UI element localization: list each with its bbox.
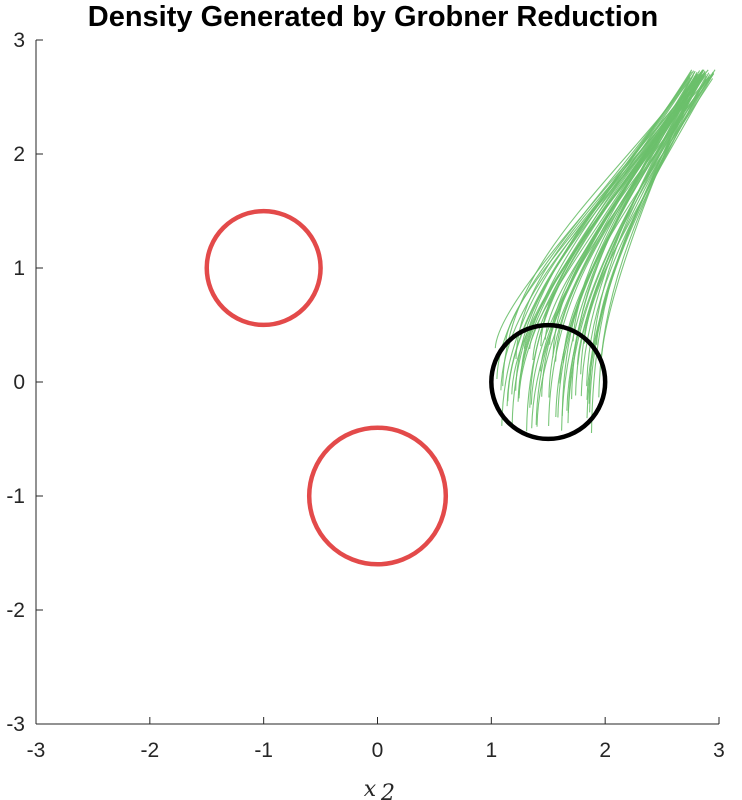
obstacle-circle	[306, 425, 449, 567]
y-tick-label: 1	[13, 257, 25, 280]
trajectory-line	[494, 74, 701, 349]
y-tick-label: 0	[13, 371, 25, 394]
trajectory-line	[588, 72, 707, 404]
trajectory-line	[549, 69, 705, 345]
x-tick-label: 0	[372, 739, 384, 762]
trajectory-line	[555, 70, 701, 362]
y-tick-label: 3	[13, 29, 25, 52]
trajectory-line	[536, 75, 696, 427]
trajectory-line	[580, 77, 698, 397]
obstacle-layer	[204, 208, 608, 567]
x-axis-label-text: x	[364, 777, 377, 800]
chart-title: Density Generated by Grobner Reduction	[88, 1, 658, 33]
trajectory-line	[561, 74, 702, 417]
x-tick-label: 1	[485, 739, 497, 762]
trajectory-line	[590, 69, 716, 434]
x-tick-label: -2	[140, 739, 159, 762]
x-axis-label: x 2	[364, 777, 395, 800]
trajectory-line	[505, 70, 695, 344]
trajectory-line	[575, 71, 714, 396]
trajectory-line	[600, 76, 698, 365]
trajectory-line	[529, 70, 696, 350]
y-tick-label: -2	[6, 599, 25, 622]
x-axis-label-subscript: 2	[380, 781, 395, 800]
axes: -3 -2 -1 0 1 2 3 -3 -2 -1 0 1 2 3	[6, 29, 725, 762]
x-tick-label: 3	[713, 739, 725, 762]
x-tick-label: 2	[599, 739, 611, 762]
trajectory-line	[596, 75, 698, 345]
x-tick-label: -3	[27, 739, 46, 762]
y-tick-label: 2	[13, 143, 25, 166]
trajectory-line	[583, 72, 715, 339]
trajectory-line	[567, 76, 703, 424]
y-tick-label: -1	[6, 485, 25, 508]
y-tick-label: -3	[6, 713, 25, 736]
trajectory-line	[571, 77, 702, 400]
trajectory-line	[511, 74, 691, 425]
trajectory-line	[517, 73, 699, 402]
initial-set-circle	[489, 322, 608, 442]
x-tick-label: -1	[254, 739, 273, 762]
obstacle-circle	[204, 208, 323, 328]
trajectory-bundle	[494, 69, 716, 434]
